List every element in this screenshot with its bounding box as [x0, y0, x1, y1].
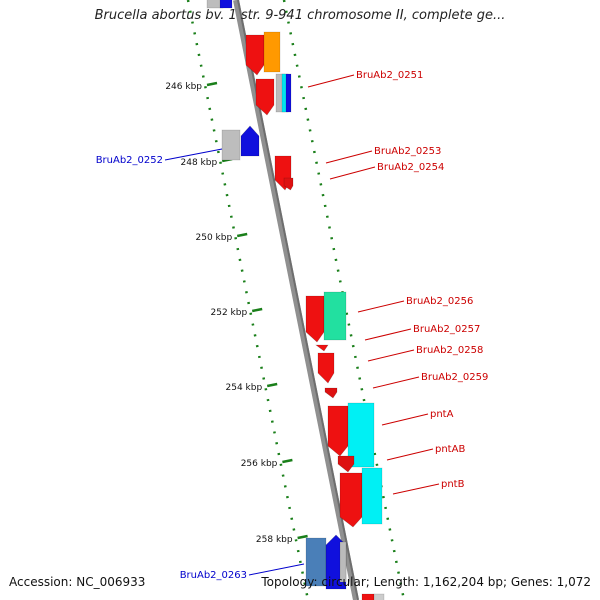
- tick-mark-246: [206, 81, 218, 87]
- gene-label-bruab2-0256: BruAb2_0256: [406, 296, 473, 307]
- leader-line-bruab2-0254: [329, 166, 376, 180]
- feature-bottom-grey: [373, 593, 385, 600]
- feature-bruab2-0252: [240, 125, 260, 157]
- feature-bruab2-0258: [317, 352, 335, 384]
- feature-green-block: [323, 291, 347, 341]
- feature-bruab2-0259: [324, 387, 338, 399]
- tick-label-254: 254 kbp: [226, 383, 263, 393]
- tick-mark-256: [282, 458, 293, 464]
- tick-label-248: 248 kbp: [181, 158, 218, 168]
- tick-mark-250: [236, 232, 248, 238]
- genome-summary: Topology: circular; Length: 1,162,204 bp…: [261, 575, 591, 589]
- gene-label-bruab2-0254: BruAb2_0254: [377, 162, 444, 173]
- feature-pntab: [337, 455, 355, 473]
- leader-line-bruab2-0259: [372, 376, 420, 389]
- leader-line-bruab2-0263: [248, 563, 305, 576]
- feature-grey-strip-2: [339, 541, 347, 583]
- leader-line-bruab2-0257: [364, 328, 412, 341]
- tick-label-252: 252 kbp: [211, 308, 248, 318]
- feature-top-blue: [219, 0, 233, 9]
- gene-label-pntb: pntB: [441, 479, 465, 490]
- leader-line-bruab2-0256: [357, 300, 405, 313]
- feature-bruab2-0250a: [245, 34, 265, 76]
- leader-line-bruab2-0252: [164, 148, 223, 161]
- tick-label-258: 258 kbp: [256, 535, 293, 545]
- tick-label-246: 246 kbp: [165, 82, 202, 92]
- gene-label-bruab2-0252: BruAb2_0252: [96, 155, 163, 166]
- gene-label-bruab2-0258: BruAb2_0258: [416, 345, 483, 356]
- feature-bruab2-0257: [315, 344, 329, 352]
- leader-line-pntb: [392, 483, 440, 495]
- tick-label-256: 256 kbp: [241, 459, 278, 469]
- feature-bruab2-0251: [255, 78, 275, 116]
- tick-mark-254: [266, 382, 278, 388]
- map-title: Brucella abortus bv. 1 str. 9-941 chromo…: [94, 8, 506, 23]
- tick-label-250: 250 kbp: [196, 233, 233, 243]
- feature-bruab2-0254: [283, 177, 294, 191]
- gene-label-pntab: pntAB: [435, 444, 465, 455]
- leader-line-bruab2-0251: [307, 74, 355, 88]
- leader-line-bruab2-0253: [325, 150, 373, 164]
- feature-orange: [263, 31, 281, 73]
- gene-label-pnta: pntA: [430, 409, 454, 420]
- tick-mark-258: [297, 534, 308, 540]
- gene-label-bruab2-0259: BruAb2_0259: [421, 372, 488, 383]
- feature-bottom-red: [361, 593, 375, 600]
- feature-blue-strip: [285, 73, 292, 113]
- leader-line-pnta: [381, 413, 429, 426]
- leader-line-bruab2-0258: [367, 349, 415, 362]
- leader-line-pntab: [386, 448, 434, 461]
- feature-cyan-block-2: [361, 467, 383, 525]
- accession-label: Accession: NC_006933: [9, 575, 146, 589]
- feature-pntb: [339, 472, 363, 528]
- gene-label-bruab2-0257: BruAb2_0257: [413, 324, 480, 335]
- feature-grey-block: [221, 129, 241, 161]
- gene-label-bruab2-0263: BruAb2_0263: [180, 570, 247, 581]
- gene-label-bruab2-0253: BruAb2_0253: [374, 146, 441, 157]
- feature-pnta: [327, 405, 349, 457]
- feature-bruab2-0256: [305, 295, 325, 343]
- gene-label-bruab2-0251: BruAb2_0251: [356, 70, 423, 81]
- tick-mark-252: [251, 307, 263, 313]
